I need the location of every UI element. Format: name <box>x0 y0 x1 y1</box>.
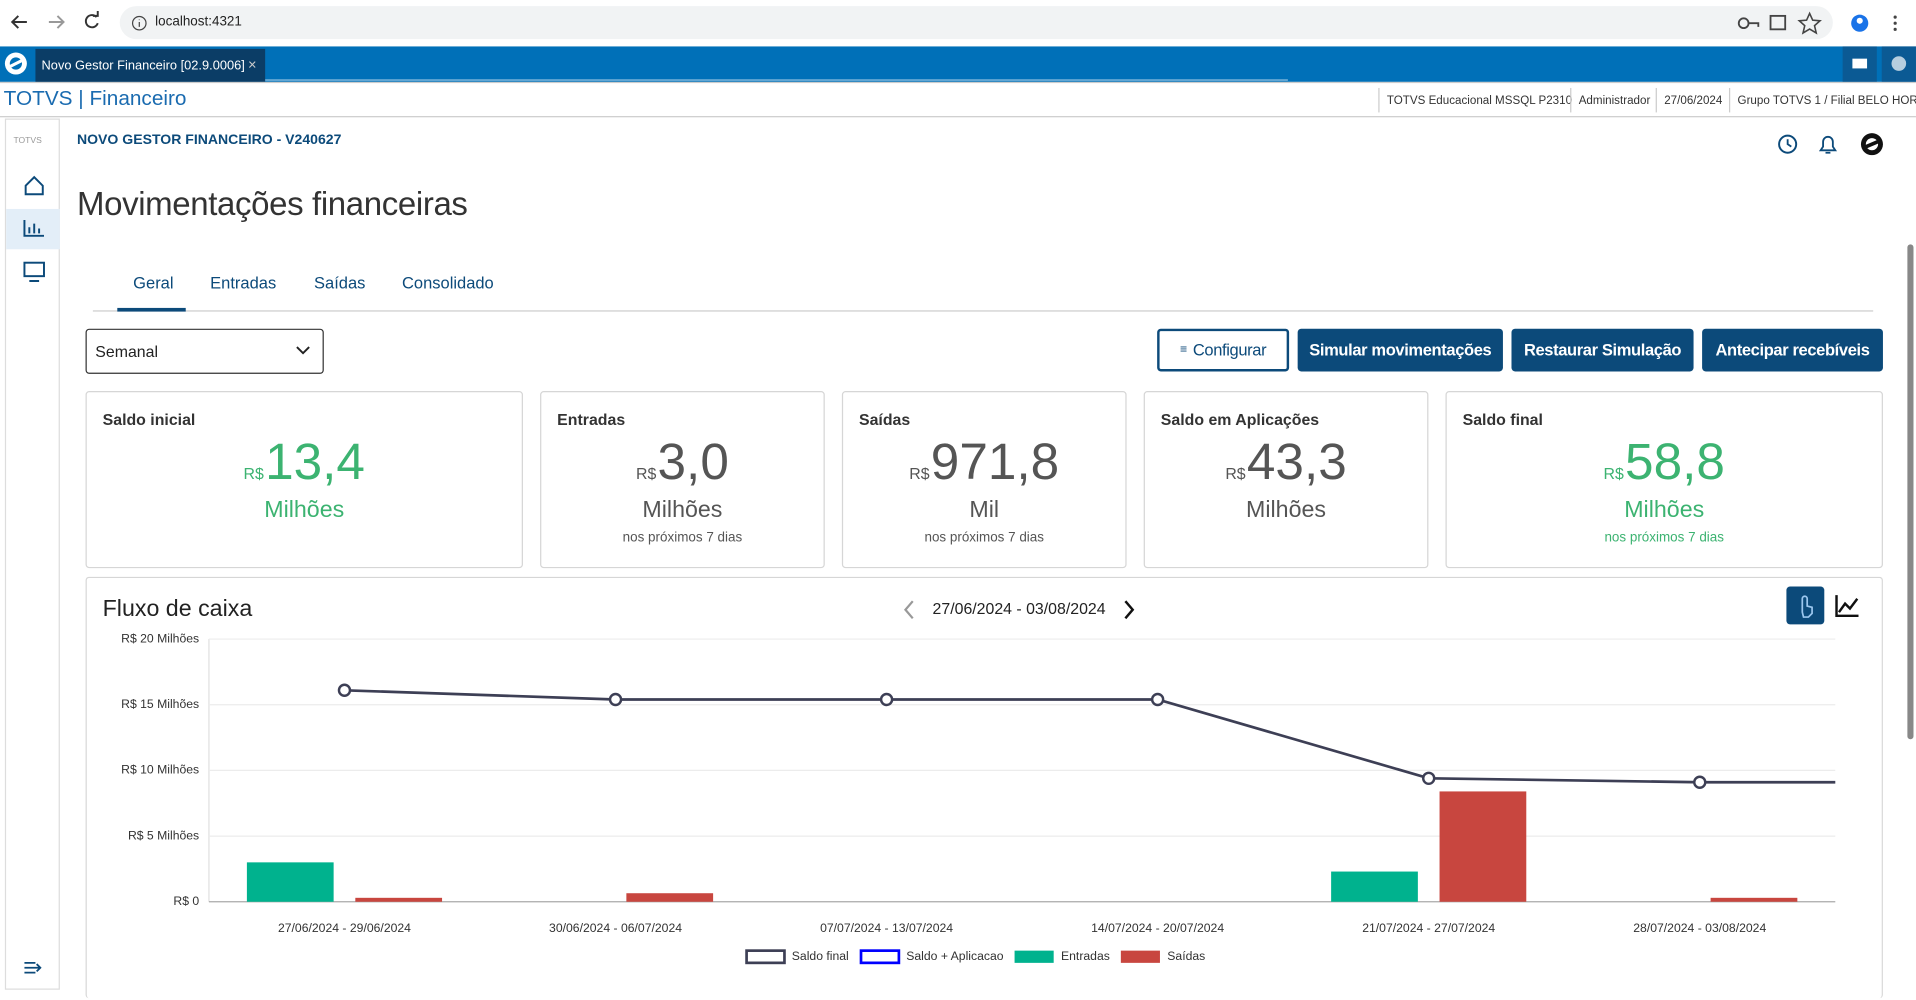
header-info: Grupo TOTVS 1 / Filial BELO HOR <box>1728 87 1916 113</box>
tab[interactable]: Saídas <box>314 273 366 293</box>
card-unit: Mil <box>969 497 1000 523</box>
sidebar-icons <box>6 175 60 283</box>
button-label: Configurar <box>1192 340 1267 360</box>
card-label: Saldo em Aplicações <box>1160 410 1320 429</box>
module-name: NOVO GESTOR FINANCEIRO - V240627 <box>76 133 342 148</box>
card-value: 58,8 <box>1625 432 1725 490</box>
card-unit: Milhões <box>642 497 723 523</box>
top-icons <box>1778 133 1883 156</box>
kpi-card: Saídas R$971,8 Mil nos próximos 7 dias <box>841 391 1127 569</box>
header-info: 27/06/2024 <box>1655 87 1730 113</box>
app-tab-title: Novo Gestor Financeiro [02.9.0006] <box>41 58 245 74</box>
card-value: 13,4 <box>265 432 365 490</box>
browser-icons <box>1737 11 1897 35</box>
card-label: Saldo final <box>1462 410 1543 429</box>
mail-button[interactable] <box>1842 46 1877 82</box>
card-value: 971,8 <box>930 432 1060 490</box>
app-header: TOTVS | Financeiro <box>0 81 1916 118</box>
page-title: Movimentações financeiras <box>76 185 468 223</box>
sidebar: TOTVS <box>4 118 60 990</box>
configure-button[interactable]: ≡ Configurar <box>1157 328 1290 372</box>
period-select[interactable]: Semanal <box>85 328 324 374</box>
kpi-card: Saldo final R$58,8 Milhões nos próximos … <box>1445 391 1883 569</box>
kpi-card: Entradas R$3,0 Milhões nos próximos 7 di… <box>540 391 825 569</box>
button-label: Antecipar recebíveis <box>1715 340 1870 360</box>
card-currency: R$ <box>1225 464 1246 483</box>
button-label: Restaurar Simulação <box>1523 340 1682 360</box>
card-note: nos próximos 7 dias <box>622 530 743 545</box>
card-currency: R$ <box>635 464 657 483</box>
kpi-card: Saldo em Aplicações R$43,3 Milhões <box>1143 391 1429 569</box>
help-button[interactable] <box>1881 46 1916 82</box>
app-tab[interactable]: Novo Gestor Financeiro [02.9.0006] × <box>35 48 266 82</box>
button-label: Simular movimentações <box>1309 340 1492 360</box>
sidebar-logo: TOTVS <box>13 136 42 146</box>
header-info: TOTVS Educacional MSSQL P2310 <box>1378 87 1579 113</box>
tabs-divider <box>92 310 1874 312</box>
nav-icons <box>10 10 99 29</box>
card-unit: Milhões <box>264 497 345 523</box>
card-value: 3,0 <box>657 432 729 490</box>
chart-type-toggle[interactable] <box>1833 591 1862 620</box>
card-label: Entradas <box>557 410 626 429</box>
address-bar[interactable]: localhost:4321 <box>119 6 1833 40</box>
scrollbar[interactable] <box>1907 244 1914 740</box>
kpi-card: Saldo inicial R$13,4 Milhões <box>85 391 523 569</box>
card-unit: Milhões <box>1624 497 1705 523</box>
card-currency: R$ <box>243 464 264 483</box>
anticipate-button[interactable]: Antecipar recebíveis <box>1702 328 1883 372</box>
pan-toggle[interactable] <box>1786 586 1825 625</box>
period-select-value: Semanal <box>95 342 159 361</box>
brand: TOTVS | Financeiro <box>3 86 187 110</box>
tab[interactable]: Entradas <box>210 273 277 293</box>
browser-bar: localhost:4321 <box>0 0 1916 47</box>
simulate-button[interactable]: Simular movimentações <box>1297 328 1503 372</box>
card-note: nos próximos 7 dias <box>924 530 1044 545</box>
header-info: Administrador <box>1570 87 1657 113</box>
card-currency: R$ <box>1603 464 1624 483</box>
card-unit: Milhões <box>1246 497 1327 523</box>
tab[interactable]: Consolidado <box>402 273 494 293</box>
url: localhost:4321 <box>155 14 242 30</box>
chart-panel <box>85 576 1883 999</box>
card-label: Saídas <box>858 410 911 429</box>
card-note: nos próximos 7 dias <box>1604 530 1724 545</box>
tab[interactable]: Geral <box>133 273 174 293</box>
card-label: Saldo inicial <box>102 410 196 429</box>
app-tab-bar: Novo Gestor Financeiro [02.9.0006] × <box>0 46 1916 82</box>
card-value: 43,3 <box>1246 432 1347 490</box>
active-tab-indicator <box>117 307 186 312</box>
restore-button[interactable]: Restaurar Simulação <box>1511 328 1694 372</box>
card-currency: R$ <box>909 464 930 483</box>
